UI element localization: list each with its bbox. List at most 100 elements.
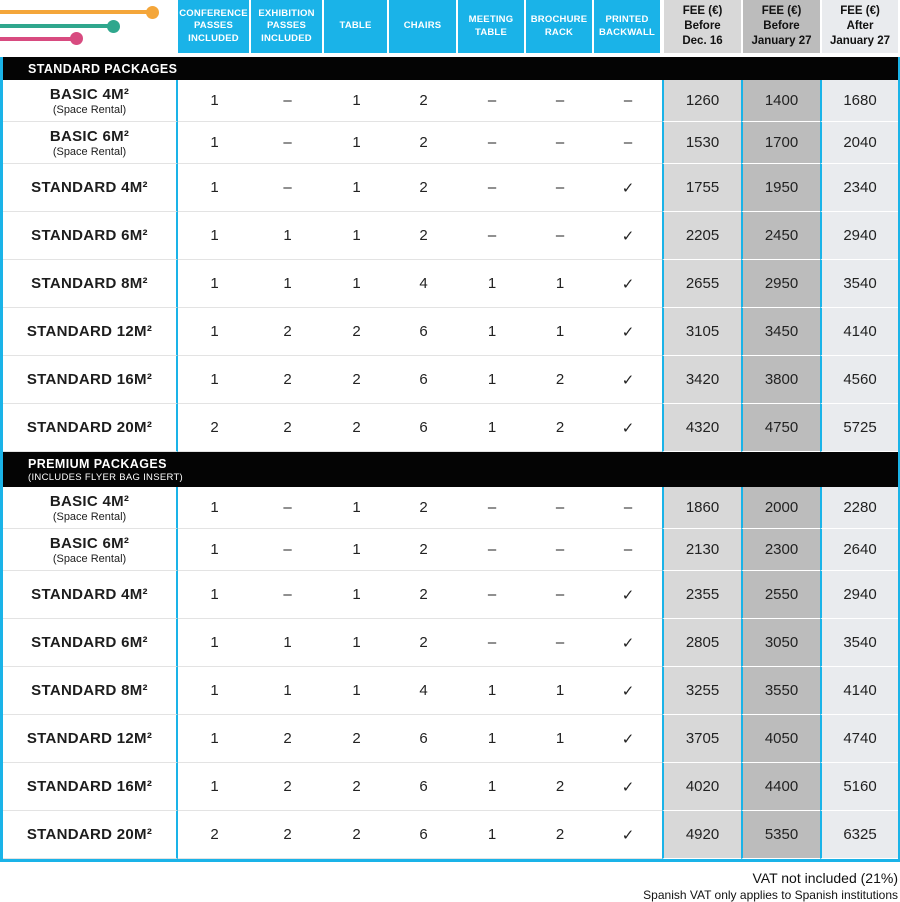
fee-value: 4920 xyxy=(662,811,741,859)
fee-value: 2340 xyxy=(820,164,898,212)
feature-checkmark: ✓ xyxy=(594,164,662,212)
feature-value: 2 xyxy=(389,80,458,122)
package-row-standard-standard-8m: STANDARD 8M² 1 1 1 4 1 1 ✓ 2655 2950 3540 xyxy=(3,260,898,308)
package-name: STANDARD 8M² xyxy=(31,275,148,292)
fee-value: 4560 xyxy=(820,356,898,404)
feature-value: – xyxy=(526,529,594,571)
fee-header-line: After xyxy=(846,19,874,32)
feature-value: – xyxy=(526,487,594,529)
feature-value: 1 xyxy=(251,619,324,667)
feature-value: – xyxy=(526,164,594,212)
feature-value: 2 xyxy=(251,811,324,859)
feature-value: 1 xyxy=(251,667,324,715)
feature-value: 1 xyxy=(178,571,251,619)
feature-value: – xyxy=(526,571,594,619)
package-row-premium-standard-16m: STANDARD 16M² 1 2 2 6 1 2 ✓ 4020 4400 5160 xyxy=(3,763,898,811)
feature-value: 1 xyxy=(324,571,389,619)
feature-value: 1 xyxy=(178,80,251,122)
deco-dot-orange xyxy=(145,5,159,19)
feature-value: 2 xyxy=(324,404,389,452)
feature-value: 1 xyxy=(526,715,594,763)
feature-value: – xyxy=(251,164,324,212)
feature-value: 1 xyxy=(458,308,526,356)
package-row-standard-basic-4m: BASIC 4M² (Space Rental) 1–1 2– – –1260 1400 16… xyxy=(3,80,898,122)
fee-header-line: Dec. 16 xyxy=(682,35,723,48)
fee-value: 2040 xyxy=(820,122,898,164)
table-header-row: CONFERENCE PASSES INCLUDED EXHIBITION PAS… xyxy=(0,0,900,53)
table-body: STANDARD PACKAGES BASIC 4M² (Space Rental)… xyxy=(0,57,900,862)
fee-value: 4400 xyxy=(741,763,820,811)
column-header-brochure-rack: BROCHURE RACK xyxy=(526,0,592,53)
package-name-cell: STANDARD 12M² xyxy=(3,715,178,763)
feature-value: 1 xyxy=(324,212,389,260)
feature-value: – xyxy=(251,571,324,619)
feature-value: 2 xyxy=(251,308,324,356)
feature-value: – xyxy=(594,80,662,122)
feature-value: 1 xyxy=(178,122,251,164)
column-header-chairs: CHAIRS xyxy=(389,0,456,53)
package-name: STANDARD 16M² xyxy=(26,371,153,388)
package-row-premium-standard-6m: STANDARD 6M² 1 1 1 2– – ✓ 2805 3050 3540 xyxy=(3,619,898,667)
feature-value: 6 xyxy=(389,404,458,452)
decorative-lines xyxy=(0,0,178,53)
package-name: STANDARD 6M² xyxy=(31,634,148,651)
feature-value: 2 xyxy=(526,811,594,859)
fee-value: 2000 xyxy=(741,487,820,529)
package-name-cell: STANDARD 6M² xyxy=(3,619,178,667)
fee-value: 1530 xyxy=(662,122,741,164)
feature-value: 6 xyxy=(389,811,458,859)
feature-value: 4 xyxy=(389,667,458,715)
package-name: BASIC 4M² xyxy=(49,85,130,103)
feature-checkmark: ✓ xyxy=(594,667,662,715)
feature-value: – xyxy=(458,80,526,122)
feature-value: 1 xyxy=(458,260,526,308)
feature-value: – xyxy=(458,571,526,619)
package-name-cell: STANDARD 6M² xyxy=(3,212,178,260)
feature-value: 2 xyxy=(389,529,458,571)
fee-header-line: FEE (€) xyxy=(682,4,723,17)
package-row-premium-standard-12m: STANDARD 12M² 1 2 2 6 1 1 ✓ 3705 4050 4740 xyxy=(3,715,898,763)
feature-value: 1 xyxy=(526,667,594,715)
column-header-table: TABLE xyxy=(324,0,387,53)
feature-checkmark: ✓ xyxy=(594,811,662,859)
package-name-cell: STANDARD 8M² xyxy=(3,667,178,715)
feature-checkmark: ✓ xyxy=(594,619,662,667)
package-row-premium-basic-4m: BASIC 4M² (Space Rental) 1–1 2– – –1860 2000 22… xyxy=(3,487,898,529)
feature-value: 2 xyxy=(251,763,324,811)
fee-header-line: FEE (€) xyxy=(840,4,880,17)
feature-value: 1 xyxy=(178,619,251,667)
vat-footnote: VAT not included (21%) Spanish VAT only … xyxy=(0,870,900,902)
fee-value: 1755 xyxy=(662,164,741,212)
feature-value: 1 xyxy=(178,763,251,811)
deco-dot-teal xyxy=(106,19,120,33)
feature-value: 2 xyxy=(251,715,324,763)
fee-value: 2640 xyxy=(820,529,898,571)
feature-value: 1 xyxy=(178,487,251,529)
feature-value: – xyxy=(251,122,324,164)
package-name: BASIC 6M² xyxy=(49,534,130,552)
package-name: STANDARD 6M² xyxy=(31,227,148,244)
feature-value: 1 xyxy=(324,619,389,667)
fee-value: 5350 xyxy=(741,811,820,859)
feature-value: – xyxy=(458,212,526,260)
fee-value: 1950 xyxy=(741,164,820,212)
deco-line-pink xyxy=(0,36,76,41)
feature-value: 1 xyxy=(178,529,251,571)
feature-value: 1 xyxy=(324,80,389,122)
feature-value: – xyxy=(458,122,526,164)
fee-header-line: January 27 xyxy=(751,35,812,48)
vat-spanish-note-line: Spanish VAT only applies to Spanish inst… xyxy=(643,888,898,902)
package-name: STANDARD 4M² xyxy=(31,179,148,196)
column-header-fee-after-january-27: FEE (€) After January 27 xyxy=(822,0,898,53)
fee-value: 3540 xyxy=(820,619,898,667)
feature-value: 2 xyxy=(324,715,389,763)
feature-value: 2 xyxy=(251,404,324,452)
feature-value: 2 xyxy=(324,356,389,404)
feature-value: – xyxy=(458,164,526,212)
fee-value: 3420 xyxy=(662,356,741,404)
fee-value: 4750 xyxy=(741,404,820,452)
feature-value: 2 xyxy=(389,619,458,667)
fee-value: 2550 xyxy=(741,571,820,619)
feature-value: 1 xyxy=(458,763,526,811)
feature-value: – xyxy=(526,212,594,260)
